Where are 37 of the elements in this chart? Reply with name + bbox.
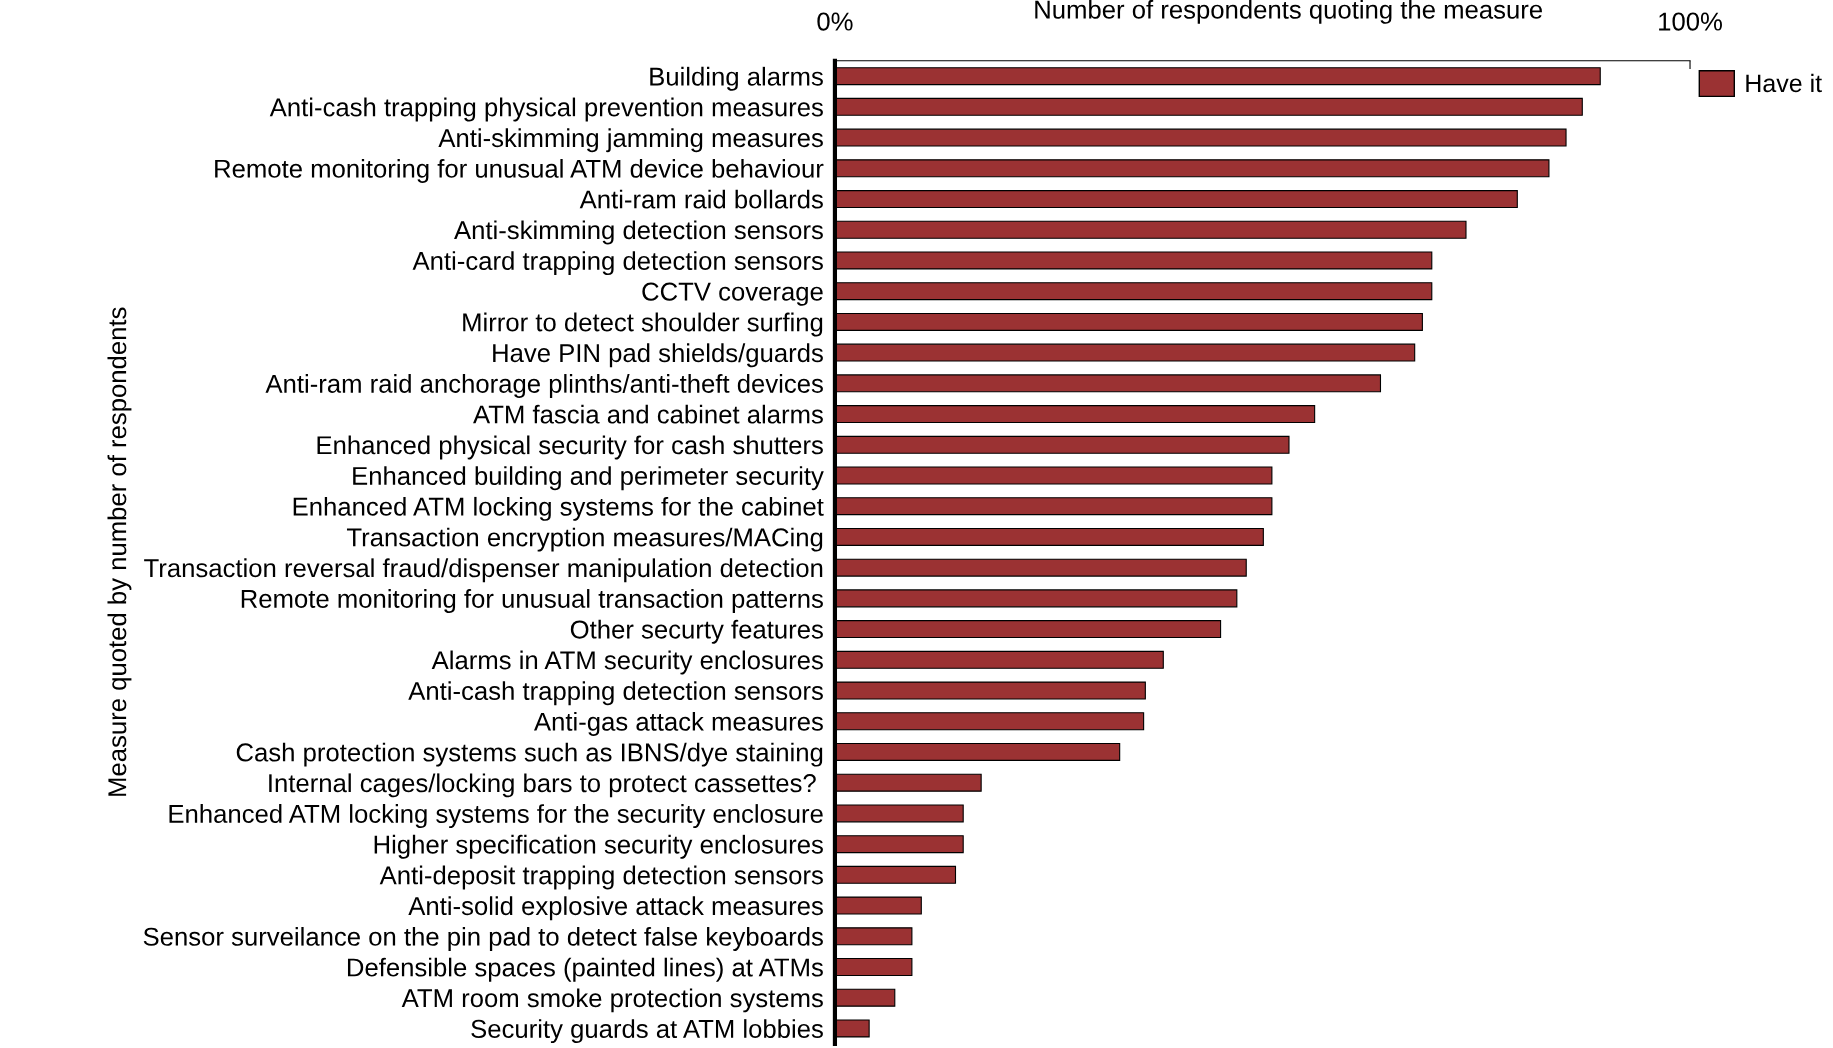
y-tick-label: ATM fascia and cabinet alarms — [473, 404, 823, 424]
y-tick-label: Transaction reversal fraud/dispenser manipulation detection — [144, 558, 823, 583]
y-tick-label: Anti-skimming jamming measures — [438, 128, 823, 153]
y-tick-label: Remote monitoring for unusual ATM device behaviour — [215, 158, 824, 183]
y-tick-label: Enhanced building and perimeter security — [353, 466, 824, 491]
y-tick-label: Cash protection systems such as IBNS/dye staining — [236, 742, 823, 767]
y-tick-label: Anti-cash trapping physical prevention measures — [269, 97, 823, 122]
legend-label: Have it — [1746, 73, 1822, 93]
y-tick-label: Enhanced physical security for cash shutters — [317, 435, 823, 460]
y-tick-label: Security guards at ATM lobbies — [471, 1019, 823, 1044]
y-tick-label: Anti-solid explosive attack measures — [408, 896, 823, 921]
y-tick-label: Anti-card trapping detection sensors — [412, 251, 823, 276]
x-tick-label: 0% — [817, 12, 853, 31]
y-tick-label: Higher specification security enclosures — [374, 834, 823, 859]
y-tick-label: Anti-skimming detection sensors — [454, 220, 823, 245]
y-tick-label: Remote monitoring for unusual transaction patterns — [241, 589, 823, 614]
y-tick-label: CCTV coverage — [642, 282, 823, 306]
y-tick-label: Alarms in ATM security enclosures — [431, 650, 823, 675]
x-tick-label: 100% — [1659, 12, 1722, 31]
y-tick-label: Mirror to detect shoulder surfing — [463, 312, 823, 337]
y-tick-label: Enhanced ATM locking systems for the security enclosure — [169, 804, 823, 829]
y-tick-label: Internal cages/locking bars to protect cassettes? — [269, 773, 816, 798]
y-tick-label: Anti-ram raid anchorage plinths/anti-theft devices — [265, 374, 823, 398]
y-tick-label: Anti-gas attack measures — [533, 711, 823, 736]
y-tick-label: Other securty features — [570, 619, 823, 644]
y-tick-label: Transaction encryption measures/MACing — [346, 527, 823, 552]
y-axis-title: Measure quoted by number of respondents — [107, 307, 132, 796]
y-tick-label: Have PIN pad shields/guards — [493, 343, 823, 368]
y-tick-label: Defensible spaces (painted lines) at ATMs — [347, 957, 823, 982]
y-tick-label: ATM room smoke protection systems — [401, 988, 823, 1013]
x-axis-title: Number of respondents quoting the measure — [1035, 0, 1542, 24]
y-tick-label: Enhanced ATM locking systems for the cabinet — [293, 496, 824, 521]
y-tick-label: Sensor surveilance on the pin pad to detect false keyboards — [143, 926, 823, 951]
y-tick-label: Anti-cash trapping detection sensors — [408, 681, 823, 706]
y-tick-label: Anti-ram raid bollards — [579, 189, 823, 209]
y-tick-label: Building alarms — [650, 66, 823, 91]
y-tick-label: Anti-deposit trapping detection sensors — [379, 865, 823, 890]
